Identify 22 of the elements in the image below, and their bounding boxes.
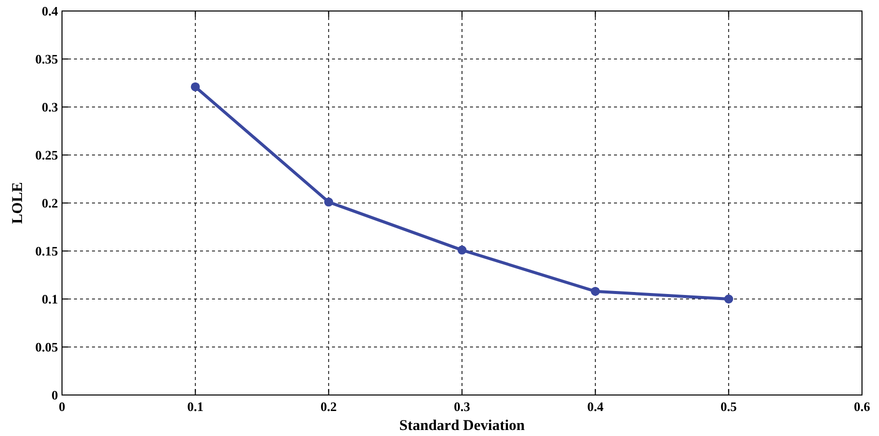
point: [190, 82, 200, 92]
y-tick-label: 0.4: [42, 4, 58, 18]
y-tick-label: 0.05: [35, 340, 58, 354]
x-tick-label: 0.6: [854, 399, 871, 414]
x-tick-label: 0.4: [587, 399, 604, 414]
y-tick-label: 0.15: [35, 244, 58, 258]
x-tick-label: 0.5: [720, 399, 738, 414]
x-tick-label: 0.3: [454, 399, 471, 414]
x-tick-label: 0.1: [187, 399, 204, 414]
y-tick-label: 0.25: [35, 148, 58, 162]
y-tick-label: 0.3: [42, 100, 58, 114]
point: [724, 294, 734, 304]
point: [590, 286, 600, 296]
x-tick-label: 0.2: [320, 399, 337, 414]
y-tick-label: 0.2: [42, 196, 58, 210]
y-tick-label: 0: [52, 388, 58, 402]
point: [458, 246, 466, 255]
point: [324, 198, 334, 207]
y-tick-label: 0.35: [35, 52, 58, 66]
y-tick-label: 0.1: [42, 292, 58, 306]
y-axis-title: LOLE: [10, 182, 26, 224]
x-axis-title: Standard Deviation: [399, 418, 526, 434]
